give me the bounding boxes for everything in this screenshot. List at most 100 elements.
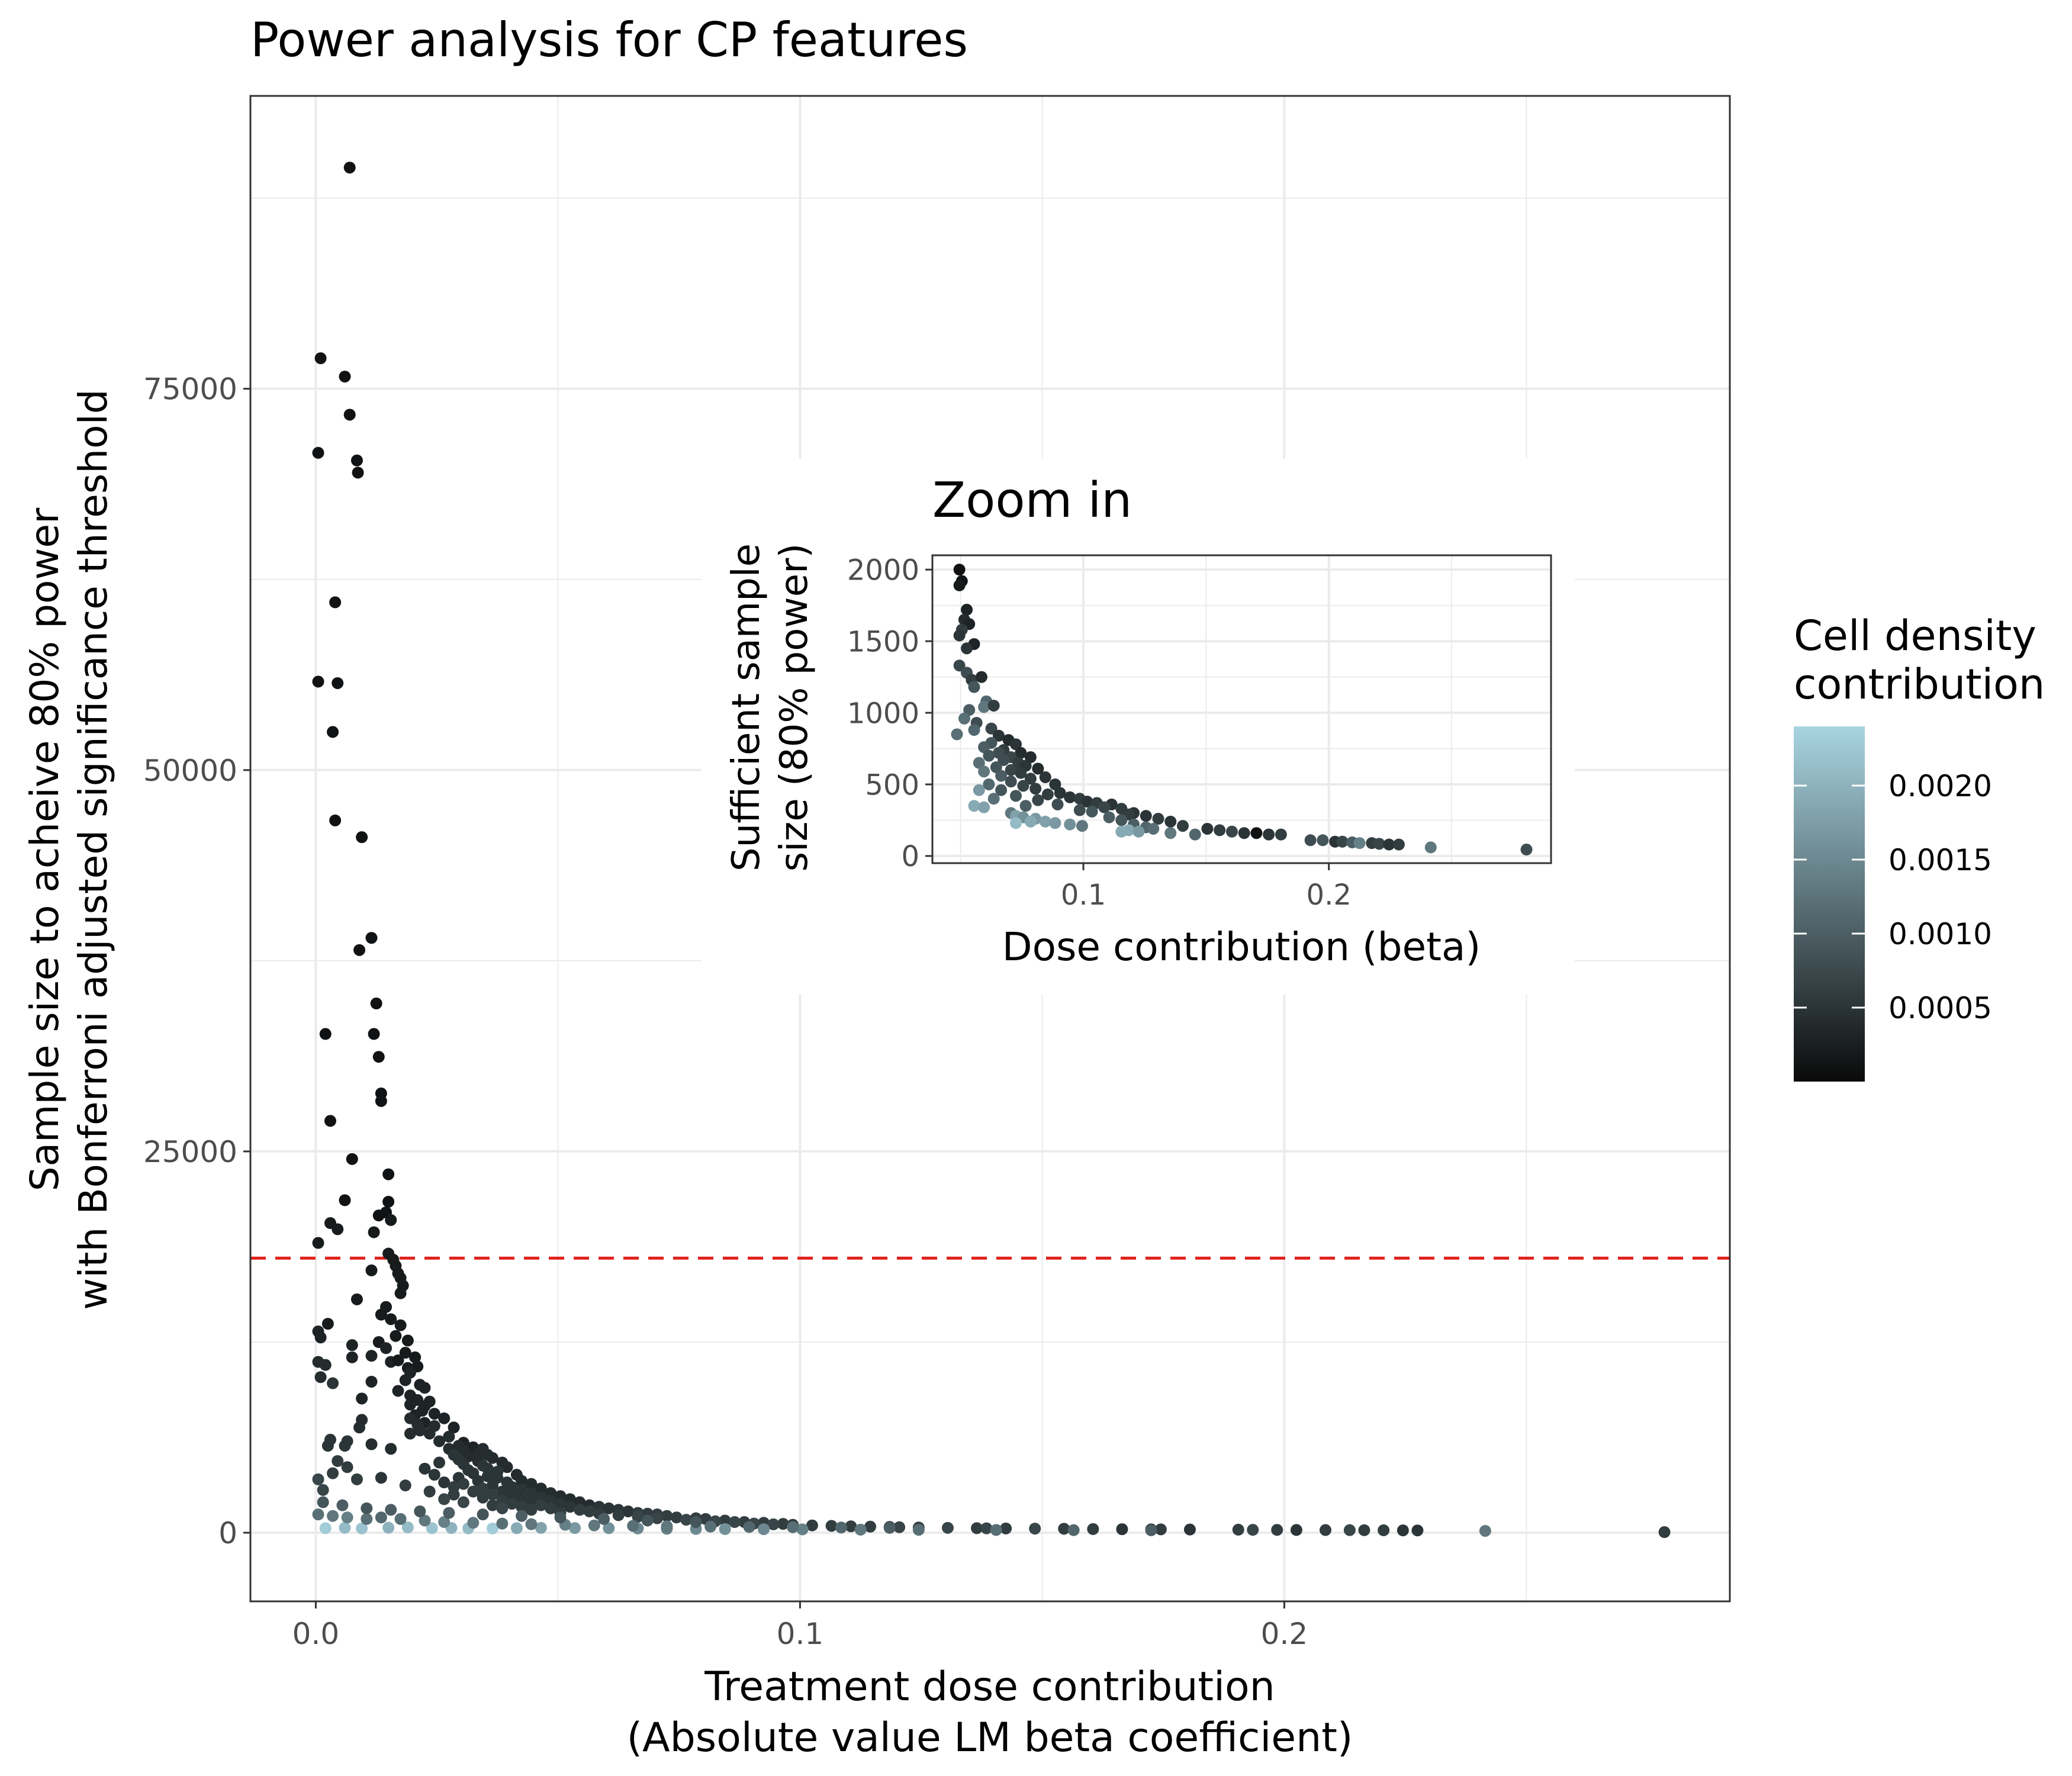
data-point [598,1513,610,1525]
data-point [382,1168,395,1180]
data-point [1058,1523,1070,1535]
data-point [339,1194,351,1206]
y-tick-label: 1000 [847,697,919,730]
data-point [883,1521,896,1534]
data-point [346,1351,358,1363]
data-point [1000,1522,1012,1534]
data-point [588,1519,600,1532]
data-point [968,681,980,693]
data-point [1263,828,1275,841]
data-point [1086,805,1098,818]
x-tick-label: 0.2 [1307,879,1352,912]
data-point [983,749,995,762]
data-point [438,1476,451,1489]
data-point [312,1473,324,1485]
data-point [428,1408,440,1420]
data-point [372,1051,385,1063]
data-point [423,1427,436,1440]
data-point [1304,834,1317,847]
color-legend: Cell density contribution 0.00050.00100.… [1794,612,2045,1082]
data-point [401,1334,414,1347]
data-point [477,1482,489,1495]
data-point [409,1351,422,1363]
data-point [419,1462,431,1475]
data-point [535,1521,547,1534]
data-point [1081,796,1093,807]
data-point [1271,1524,1283,1536]
data-point [787,1521,799,1533]
data-point [352,466,364,479]
data-point [1015,747,1027,759]
legend-ticks: 0.0005 0.0010 0.0015 0.0020 [1794,769,1992,1025]
data-point [1115,825,1128,838]
data-point [525,1504,538,1516]
data-point [1029,783,1042,795]
data-point [372,1209,385,1222]
data-point [990,761,1002,773]
data-point [564,1501,576,1513]
data-point [825,1520,838,1532]
data-point [1317,834,1329,847]
data-point [332,677,344,689]
data-point [845,1520,857,1533]
y-tick-label: 0 [218,1516,237,1550]
data-point [375,1095,387,1107]
inset-x-axis: 0.1 0.2 [1061,863,1352,912]
inset-x-axis-label: Dose contribution (beta) [1002,924,1481,970]
data-point [1054,787,1066,799]
data-point [332,1223,344,1236]
legend-title-line2: contribution [1794,660,2045,709]
main-title: Power analysis for CP features [250,12,968,67]
data-point [506,1498,518,1510]
data-point [985,722,998,735]
main-panel-border [249,95,1731,1603]
inset-panel-border [931,554,1552,864]
data-point [992,729,1005,742]
data-point [375,1472,387,1484]
data-point [1214,824,1226,836]
data-point [1397,1524,1409,1537]
data-point [336,1499,349,1511]
data-point [321,1440,334,1452]
data-point [346,1153,358,1165]
data-point [1154,1523,1167,1536]
data-point [487,1479,499,1492]
data-point [1658,1526,1671,1539]
data-point [1076,820,1088,832]
data-point [777,1518,789,1530]
data-point [1015,767,1027,779]
data-point [380,1342,392,1354]
data-point [496,1502,509,1514]
data-point [1029,1523,1041,1535]
data-point [477,1491,489,1504]
data-point [1009,738,1022,751]
data-point [448,1488,460,1501]
data-point [399,1374,411,1386]
data-point [314,1371,327,1384]
data-point [365,1350,378,1362]
x-tick-label: 0.1 [777,1617,824,1651]
data-point [457,1478,469,1490]
data-point [535,1482,547,1495]
data-point [1005,776,1017,788]
data-point [729,1516,741,1529]
data-point [632,1511,644,1523]
data-point [341,1511,353,1524]
data-point [1183,1523,1196,1536]
data-point [390,1330,402,1342]
data-point [329,814,342,826]
data-point [392,1354,404,1366]
data-point [1424,841,1437,854]
data-point [404,1427,416,1440]
data-point [1145,1524,1157,1536]
data-point [496,1517,509,1530]
data-point [353,1421,366,1434]
data-point [1024,751,1037,764]
data-point [987,699,1000,712]
data-point [516,1484,528,1496]
data-point [854,1523,867,1536]
data-point [583,1505,596,1517]
data-point [361,1513,373,1525]
data-point [414,1505,426,1517]
